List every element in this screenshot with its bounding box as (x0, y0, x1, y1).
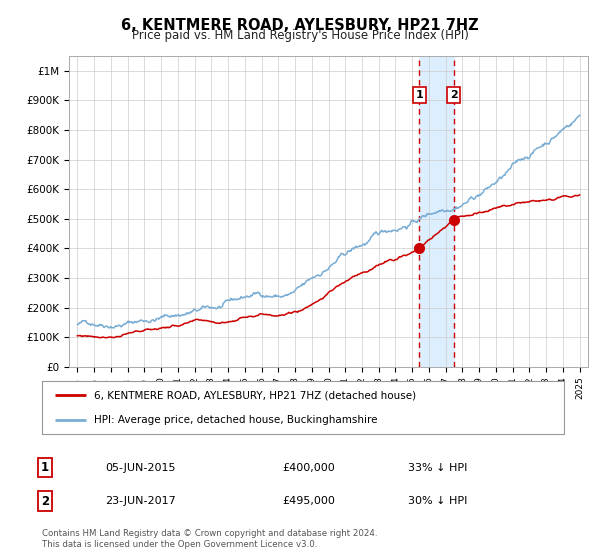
Text: 1: 1 (41, 461, 49, 474)
Bar (419, 56, 454, 367)
Text: 23-JUN-2017: 23-JUN-2017 (105, 496, 176, 506)
Text: £400,000: £400,000 (282, 463, 335, 473)
Text: 6, KENTMERE ROAD, AYLESBURY, HP21 7HZ (detached house): 6, KENTMERE ROAD, AYLESBURY, HP21 7HZ (d… (94, 390, 416, 400)
FancyBboxPatch shape (42, 381, 564, 434)
Text: 1: 1 (416, 90, 423, 100)
Text: 2: 2 (450, 90, 458, 100)
Text: 30% ↓ HPI: 30% ↓ HPI (408, 496, 467, 506)
Text: 33% ↓ HPI: 33% ↓ HPI (408, 463, 467, 473)
Text: 6, KENTMERE ROAD, AYLESBURY, HP21 7HZ: 6, KENTMERE ROAD, AYLESBURY, HP21 7HZ (121, 18, 479, 33)
Text: HPI: Average price, detached house, Buckinghamshire: HPI: Average price, detached house, Buck… (94, 414, 378, 424)
Text: £495,000: £495,000 (282, 496, 335, 506)
Text: Price paid vs. HM Land Registry's House Price Index (HPI): Price paid vs. HM Land Registry's House … (131, 29, 469, 42)
Text: 2: 2 (41, 494, 49, 508)
Text: Contains HM Land Registry data © Crown copyright and database right 2024.
This d: Contains HM Land Registry data © Crown c… (42, 529, 377, 549)
Text: 05-JUN-2015: 05-JUN-2015 (105, 463, 176, 473)
